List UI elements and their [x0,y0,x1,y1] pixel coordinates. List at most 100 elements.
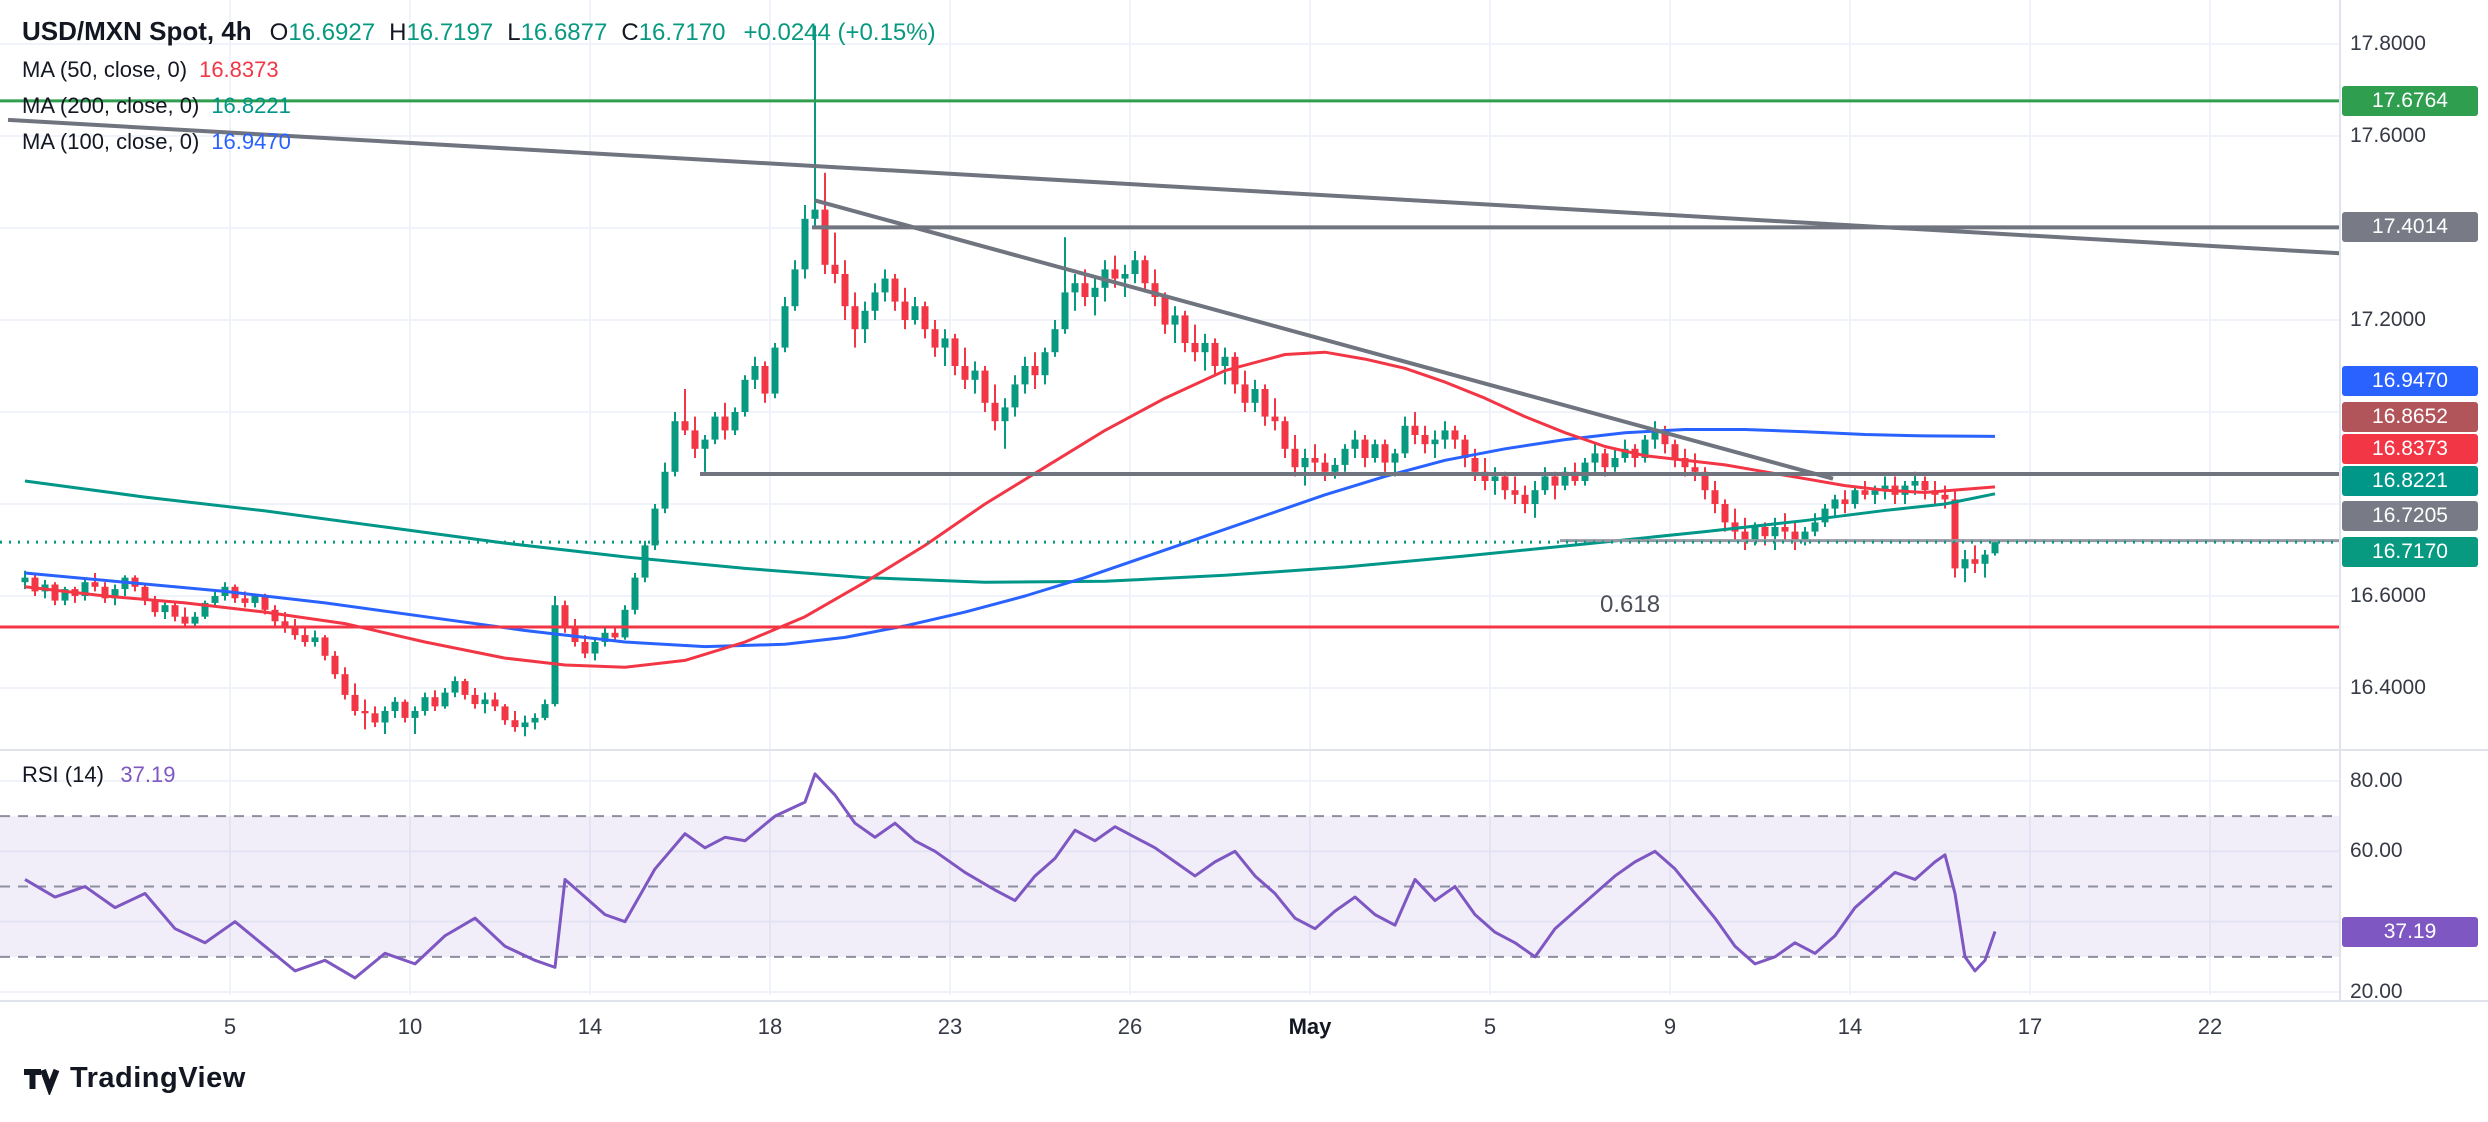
candle-body [111,589,119,599]
candle-body [931,329,939,348]
candle-body [791,269,799,307]
candle-body [1341,448,1349,465]
candle-body [861,310,869,330]
rsi-pane[interactable] [0,772,2340,980]
time-label: May [1288,1014,1332,1039]
candle-body [1851,490,1859,504]
candle-body [1791,531,1799,541]
candle-body [21,577,29,583]
candle-body [301,635,309,642]
candle-body [1191,343,1199,353]
candle-body [1711,490,1719,504]
ma50-value: 16.8373 [199,57,279,82]
candle-body [291,628,299,636]
candle-body [701,439,709,449]
candle-body [1691,467,1699,472]
candle-body [1281,421,1289,449]
candle-body [891,278,899,302]
tradingview-logo-text: TradingView [70,1062,246,1094]
ma100-label: MA (100, close, 0) [22,129,200,154]
ma100-legend-row[interactable]: MA (100, close, 0) 16.9470 [22,129,936,155]
candle-body [141,586,149,601]
ma200-value: 16.8221 [211,93,291,118]
candle-body [841,274,849,307]
candle-body [881,278,889,293]
rsi-legend-row[interactable]: RSI (14) 37.19 [22,762,175,788]
candle-body [831,264,839,274]
candle-body [1011,384,1019,408]
candle-body [1351,439,1359,449]
candle-body [341,674,349,695]
trendline[interactable] [7,117,2341,256]
candle-body [731,412,739,431]
price-tick-label: 16.6000 [2350,584,2426,607]
candle-body [451,681,459,693]
candle-body [1471,458,1479,472]
symbol-title: USD/MXN Spot, 4h [22,16,252,46]
price-badge: 16.7170 [2342,537,2478,567]
time-axis[interactable]: 5 10 14 18 23 26 May 5 9 14 17 22 [0,1000,2488,1054]
price-axis[interactable]: 17.8000 17.6000 17.2000 16.6000 16.4000 17.67… [2340,0,2488,1000]
candle-body [971,370,979,380]
candle-body [1511,490,1519,495]
ma200-legend-row[interactable]: MA (200, close, 0) 16.8221 [22,93,936,119]
candle-body [1751,527,1759,541]
candle-body [381,711,389,723]
price-badge: 17.4014 [2342,212,2478,242]
candle-body [1301,458,1309,468]
candle-body [851,306,859,330]
candle-body [1881,485,1889,491]
candle-body [1951,499,1959,569]
candle-body [1841,499,1849,504]
candle-body [1451,430,1459,440]
price-badge: 16.8373 [2342,434,2478,464]
trendline[interactable] [814,198,1834,481]
candle-body [1121,274,1129,279]
price-tick-label: 17.6000 [2350,124,2426,147]
candle-body [1861,490,1869,495]
candle-body [1981,554,1989,564]
chart-legend: USD/MXN Spot, 4h O16.6927 H16.7197 L16.6… [22,16,936,165]
candle-body [1171,315,1179,325]
time-label: 14 [1837,1014,1863,1039]
ohlc-open: O16.6927 [269,19,376,46]
candle-body [1741,531,1749,541]
tradingview-logo[interactable]: TradingView [24,1062,246,1095]
candle-body [331,655,339,675]
candle-body [1521,494,1529,504]
candle-body [651,508,659,546]
candle-body [1041,352,1049,376]
candle-body [151,600,159,613]
candle-body [1381,444,1389,463]
ma50-legend-row[interactable]: MA (50, close, 0) 16.8373 [22,57,936,83]
time-label: 22 [2197,1014,2223,1039]
candle-body [1251,389,1259,403]
candle-body [1991,542,1999,554]
candle-body [511,720,519,728]
candle-body [821,209,829,265]
rsi-line [24,772,1997,980]
candle-body [1801,531,1809,541]
ma50-line[interactable] [24,350,1996,669]
candle-body [1021,366,1029,385]
symbol-legend-row[interactable]: USD/MXN Spot, 4h O16.6927 H16.7197 L16.6… [22,16,936,47]
candle-body [1361,439,1369,458]
candle-body [1311,458,1319,463]
ma200-line[interactable] [24,479,1996,584]
time-label: 5 [1483,1014,1497,1039]
candle-body [1661,430,1669,445]
fib-level-label[interactable]: 0.618 [1600,591,1661,619]
price-badge: 16.8652 [2342,402,2478,432]
rsi-tick-label: 20.00 [2350,980,2403,1003]
rsi-axis[interactable]: 80.00 60.00 20.00 37.19 [2340,0,2488,1003]
candle-body [1151,283,1159,297]
candle-body [1241,384,1249,403]
candle-body [1561,471,1569,486]
candle-body [1871,490,1879,495]
candle-body [1051,329,1059,353]
candle-body [751,366,759,380]
candle-body [1501,476,1509,491]
candle-body [471,694,479,705]
candle-body [171,605,179,617]
